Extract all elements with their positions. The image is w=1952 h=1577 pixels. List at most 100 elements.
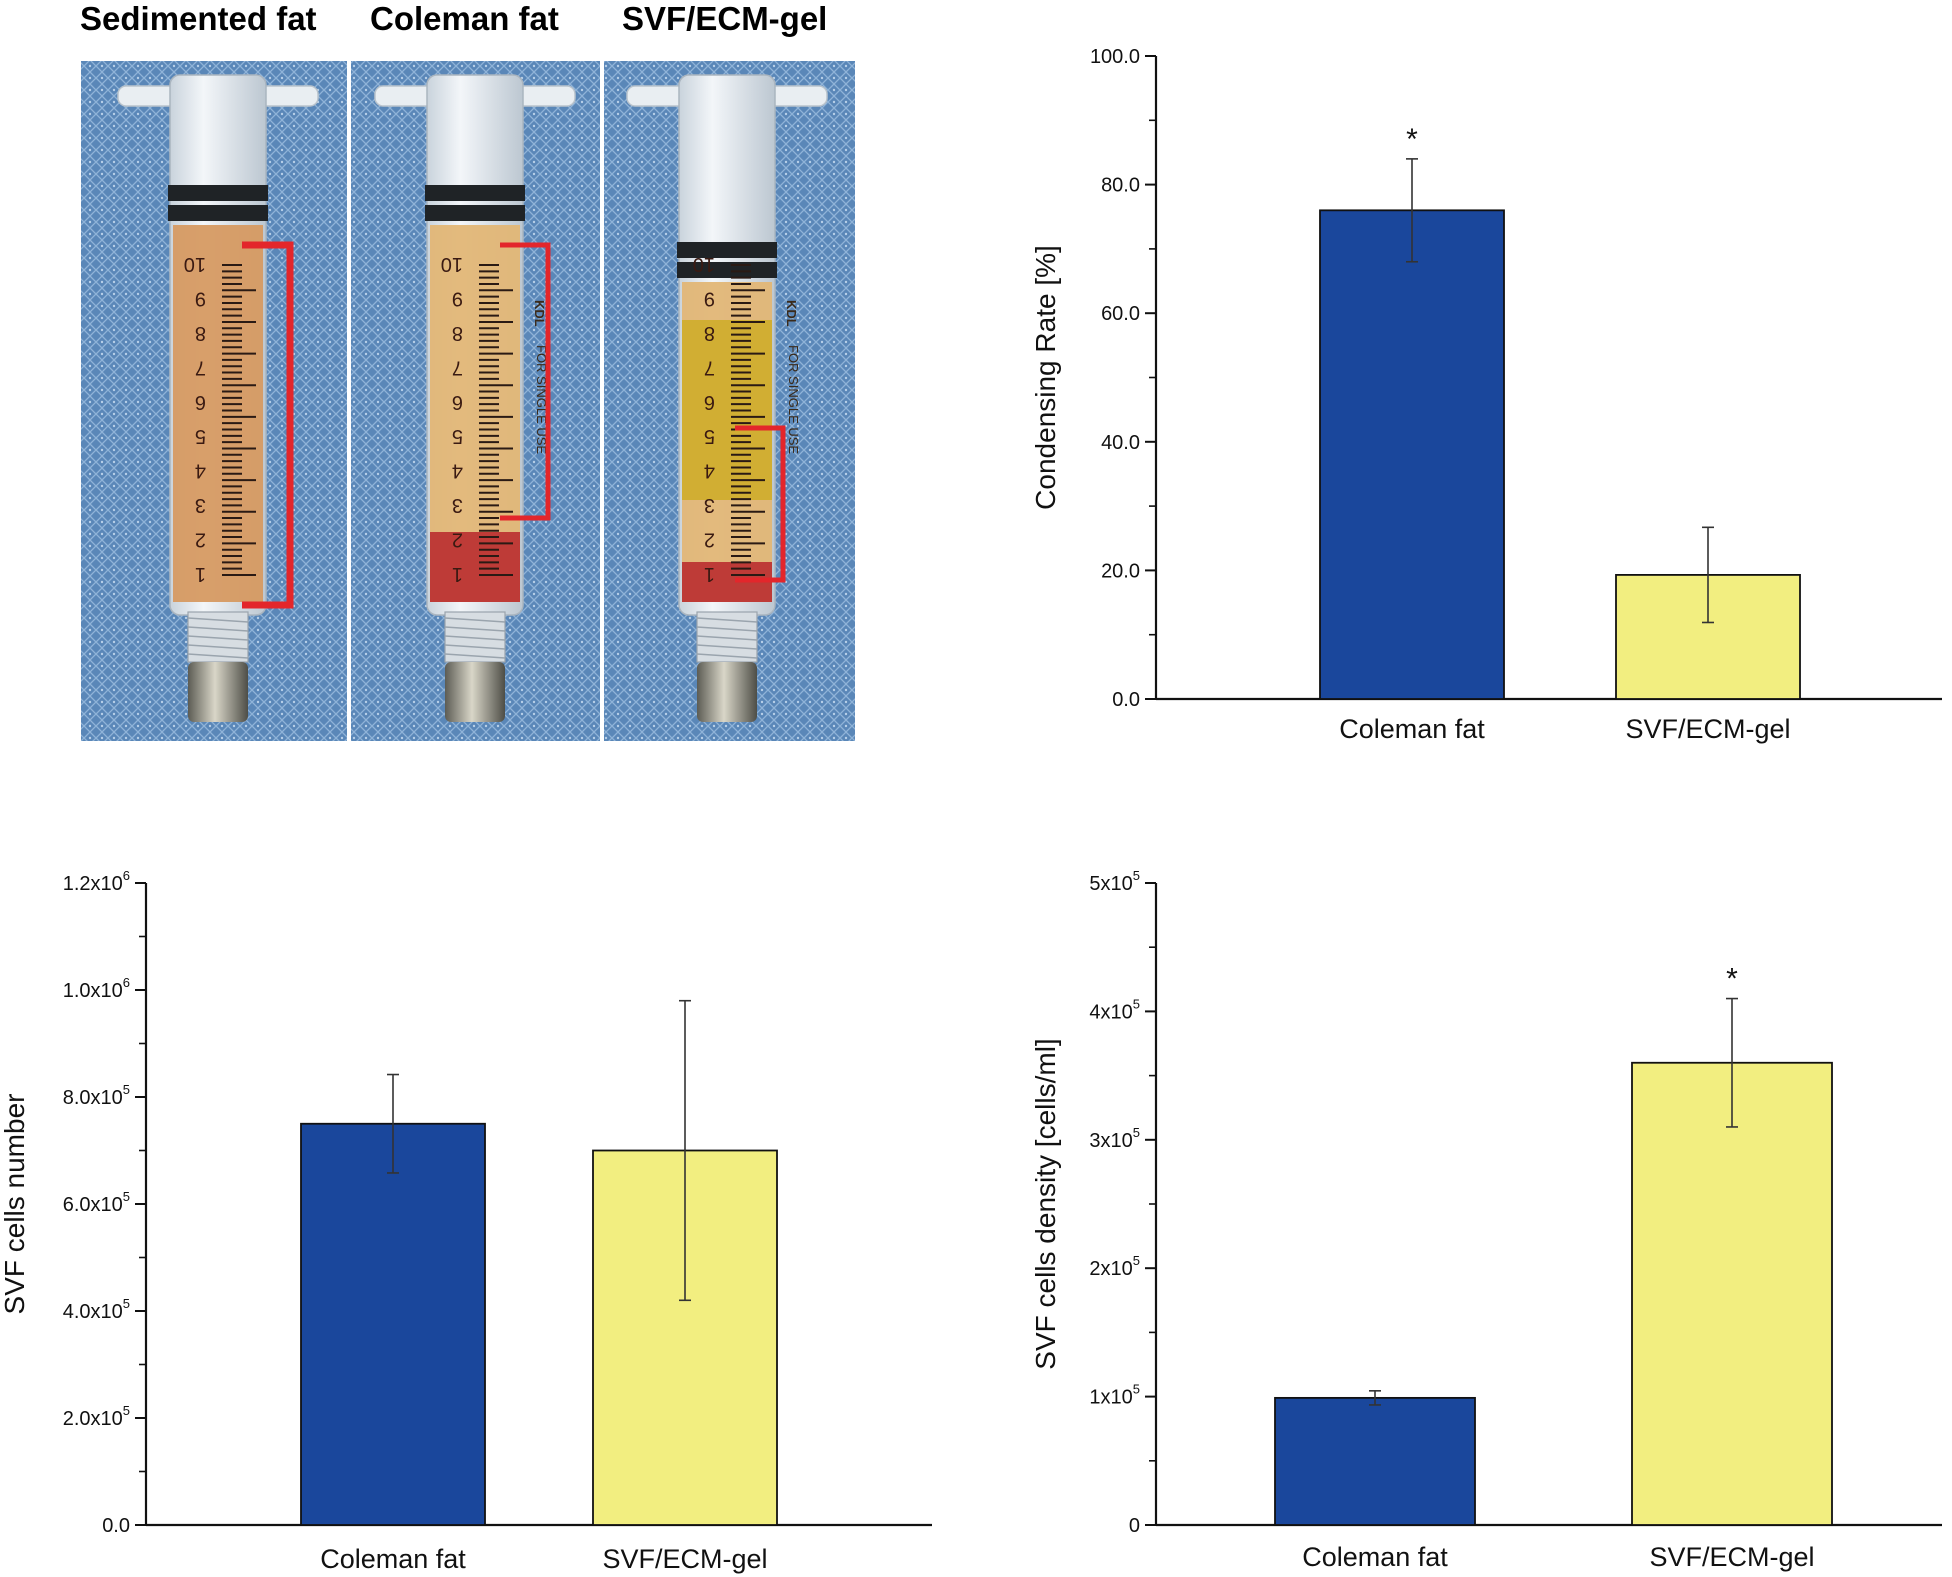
syringe-graduation-number: 5 [704, 425, 715, 447]
syringe-brand-text: FOR SINGLE USE [786, 345, 801, 454]
bar-svf-ecm-gel [592, 1149, 778, 1526]
syringe-graduation-number: 2 [195, 529, 206, 551]
x-category-label: Coleman fat [1302, 1542, 1448, 1572]
syringe-graduation-number: 6 [452, 391, 463, 413]
bar-svf-ecm-gel [1615, 574, 1801, 700]
bar-svf-ecm-gel [1631, 1061, 1833, 1526]
volume-bracket [735, 425, 786, 583]
syringe-thread [187, 653, 249, 659]
syringe-stopper [677, 262, 777, 278]
syringe-thread [696, 644, 758, 650]
syringe-graduation-number: 4 [195, 460, 206, 482]
x-category-label: Coleman fat [1339, 714, 1485, 744]
y-tick-label: 40.0 [1101, 432, 1140, 454]
chart-svf-cells-number: 0.02.0x1054.0x1056.0x1058.0x1051.0x1061.… [0, 868, 932, 1574]
y-tick-label-exponent: 6 [123, 868, 130, 883]
syringe-stopper [168, 205, 268, 221]
y-tick-label-base: 2.0x10 [63, 1408, 123, 1430]
y-tick-label: 6.0x105 [63, 1189, 130, 1216]
syringe-graduation-number: 9 [195, 287, 206, 309]
syringe-thread [444, 653, 506, 659]
x-category-label: SVF/ECM-gel [602, 1544, 767, 1574]
y-tick-label: 2.0x105 [63, 1403, 130, 1430]
volume-bracket [500, 242, 551, 521]
photo-title-svf-ecm: SVF/ECM-gel [622, 0, 827, 37]
syringe-graduation-number: 1 [704, 563, 715, 585]
syringe-graduation-number: 6 [704, 391, 715, 413]
y-tick-label: 0.0 [102, 1515, 130, 1537]
photo-divider [600, 61, 604, 741]
y-tick-label: 2x105 [1089, 1253, 1140, 1280]
y-tick-label-base: 4.0x10 [63, 1301, 123, 1323]
syringe-thread [444, 626, 506, 632]
y-tick-label: 100.0 [1090, 46, 1140, 68]
y-tick-label-exponent: 5 [123, 1403, 130, 1418]
photo-title-coleman: Coleman fat [370, 0, 559, 37]
y-tick-label-base: 1.2x10 [63, 873, 123, 895]
syringe-graduation-number: 2 [704, 529, 715, 551]
y-axis-title: Condensing Rate [%] [1030, 245, 1061, 510]
syringe-stopper [168, 185, 268, 201]
y-tick-label: 3x105 [1089, 1125, 1140, 1152]
syringe-graduation-number: 10 [693, 253, 715, 275]
syringe-coleman: 1 2 3 4 5 6 7 8 9 10 FOR SINGLE USE KDL [374, 74, 576, 722]
syringe-thread [696, 617, 758, 623]
syringe-thread [444, 644, 506, 650]
syringe-graduation-number: 5 [195, 425, 206, 447]
x-category-label: SVF/ECM-gel [1625, 714, 1790, 744]
y-tick-label-exponent: 5 [123, 1296, 130, 1311]
syringe-brand-logo: KDL [784, 300, 799, 327]
syringe-graduation-number: 8 [452, 322, 463, 344]
syringe-graduation-number: 7 [195, 356, 206, 378]
y-tick-label-base: 1x10 [1089, 1387, 1132, 1409]
syringe-thread [187, 626, 249, 632]
volume-bracket [242, 241, 294, 609]
y-tick-label: 4.0x105 [63, 1296, 130, 1323]
syringe-thread [444, 617, 506, 623]
y-tick-label-exponent: 5 [1133, 1125, 1140, 1140]
syringe-brand-text: FOR SINGLE USE [534, 345, 549, 454]
chart-condensing-rate: 0.0 20.0 40.0 60.0 80.0 100.0 Condensing Rate … [1030, 46, 1942, 744]
syringe-thread [187, 635, 249, 641]
significance-star: * [1406, 123, 1418, 156]
syringe-cap [697, 662, 757, 722]
y-tick-label-exponent: 5 [1133, 868, 1140, 883]
bar-coleman-fat [300, 1122, 486, 1526]
syringe-brand-logo: KDL [532, 300, 547, 327]
y-axis-title: SVF cells number [0, 1094, 30, 1315]
syringe-graduation-number: 3 [452, 494, 463, 516]
syringe-graduation-number: 3 [195, 494, 206, 516]
syringe-cap [188, 662, 248, 722]
syringe-graduation-number: 2 [452, 529, 463, 551]
syringe-thread [696, 653, 758, 659]
photo-title-sedimented: Sedimented fat [80, 0, 317, 37]
syringe-thread [696, 635, 758, 641]
syringe-thread [444, 635, 506, 641]
syringe-stopper [425, 185, 525, 201]
syringe-graduation-number: 9 [704, 287, 715, 309]
photo-panel: Sedimented fat Coleman fat SVF/ECM-gel 1… [80, 0, 855, 741]
syringe-gel-layer [682, 320, 772, 500]
y-tick-label-base: 3x10 [1089, 1130, 1132, 1152]
y-tick-label: 5x105 [1089, 868, 1140, 895]
syringe-graduation-number: 6 [195, 391, 206, 413]
y-tick-label: 0 [1129, 1515, 1140, 1537]
syringe-graduation-number: 9 [452, 287, 463, 309]
syringe-graduation-number: 5 [452, 425, 463, 447]
syringe-graduation-number: 4 [704, 460, 715, 482]
syringe-graduation-number: 1 [452, 563, 463, 585]
y-tick-label-base: 2x10 [1089, 1258, 1132, 1280]
y-tick-label-exponent: 5 [1133, 1253, 1140, 1268]
y-tick-label: 1x105 [1089, 1382, 1140, 1409]
photo-divider [347, 61, 351, 741]
syringe-graduation-number: 8 [704, 322, 715, 344]
y-tick-label-base: 8.0x10 [63, 1087, 123, 1109]
syringe-sedimented: 1 2 3 4 5 6 7 8 9 10 [117, 74, 319, 722]
syringe-svf-ecm: 1 2 3 4 5 6 7 8 9 10 FOR SINGLE USE KDL [626, 74, 828, 722]
bar-coleman-fat [1274, 1396, 1476, 1526]
y-tick-label: 8.0x105 [63, 1082, 130, 1109]
y-tick-label-base: 6.0x10 [63, 1194, 123, 1216]
